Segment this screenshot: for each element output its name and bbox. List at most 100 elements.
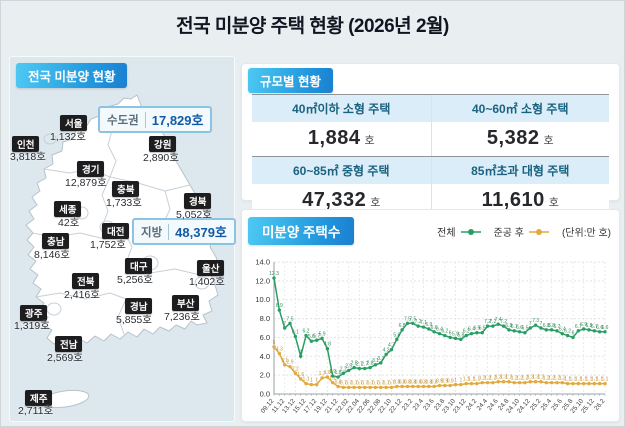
svg-text:6.6: 6.6 (602, 325, 609, 331)
region-gangwon: 강원 (149, 135, 177, 153)
svg-text:25.4: 25.4 (540, 397, 554, 411)
svg-text:24.4: 24.4 (476, 397, 490, 411)
svg-text:6.4: 6.4 (436, 327, 443, 333)
svg-text:1.1: 1.1 (468, 377, 475, 383)
svg-text:1.1: 1.1 (303, 377, 310, 383)
region-badge: 세종 (54, 201, 82, 217)
capital-area-label: 수도권 (107, 111, 146, 128)
svg-text:6.8: 6.8 (543, 323, 550, 329)
svg-text:2.5: 2.5 (345, 363, 352, 369)
svg-text:1: 1 (454, 378, 457, 384)
region-value: 1,402호 (189, 276, 225, 288)
svg-text:23.4: 23.4 (412, 397, 426, 411)
svg-text:6.2: 6.2 (463, 329, 470, 335)
region-gyeongnam: 경남 (125, 297, 153, 315)
region-value: 1,319호 (14, 320, 50, 332)
scale-panel-header: 규모별 현황 (248, 68, 333, 93)
legend-item: 전체 (437, 224, 481, 239)
svg-text:5.6: 5.6 (308, 334, 315, 340)
scale-cell-label: 85㎡초과 대형 주택 (430, 157, 610, 184)
svg-text:6.9: 6.9 (425, 322, 432, 328)
svg-text:5: 5 (273, 340, 276, 346)
svg-text:0.7: 0.7 (388, 380, 395, 386)
svg-text:7.2: 7.2 (489, 319, 496, 325)
svg-text:6.4: 6.4 (559, 327, 566, 333)
svg-text:1.1: 1.1 (591, 377, 598, 383)
svg-text:1.1: 1.1 (575, 377, 582, 383)
region-value: 2,569호 (47, 352, 83, 364)
region-gyeonggi: 경기 (77, 160, 105, 178)
svg-text:1.2: 1.2 (559, 376, 566, 382)
scale-cell-label: 60~85㎡ 중형 주택 (292, 164, 390, 178)
svg-text:0.7: 0.7 (351, 380, 358, 386)
svg-text:5.9: 5.9 (452, 331, 459, 337)
svg-text:6.8: 6.8 (586, 323, 593, 329)
map-panel-header: 전국 미분양 현황 (16, 63, 128, 88)
region-value: 8,146호 (34, 249, 70, 261)
svg-text:2.0: 2.0 (260, 371, 270, 380)
unsold-housing-line-chart: 0.02.04.06.08.010.012.014.009.1211.1213.… (255, 258, 609, 415)
region-jeju: 제주 (25, 389, 53, 407)
svg-text:0.7: 0.7 (361, 380, 368, 386)
svg-text:1.2: 1.2 (553, 376, 560, 382)
regional-label: 지방 (141, 223, 170, 240)
svg-text:7.3: 7.3 (532, 318, 539, 324)
svg-text:1.3: 1.3 (495, 375, 502, 381)
svg-text:0.7: 0.7 (356, 380, 363, 386)
svg-text:1.3: 1.3 (527, 375, 534, 381)
region-badge: 충북 (112, 181, 140, 197)
map-panel: 전국 미분양 현황 수도권 17,829호 지방 48,379호 서울 1,132… (9, 56, 236, 422)
chart-panel-header: 미분양 주택수 (248, 217, 355, 245)
svg-text:4.8: 4.8 (324, 342, 331, 348)
capital-area-callout: 수도권 17,829호 (98, 106, 213, 133)
svg-text:3.1: 3.1 (281, 358, 288, 364)
svg-text:6.8: 6.8 (548, 323, 555, 329)
page-title: 전국 미분양 주택 현황 (2026년 2월) (176, 16, 449, 37)
svg-text:1.2: 1.2 (329, 376, 336, 382)
region-badge: 전남 (55, 336, 83, 352)
svg-text:6.2: 6.2 (303, 329, 310, 335)
chart-panel: 미분양 주택수 전체 준공 후 (단위:만 호) 0.0 2.0 4.0 6.0 8.0 1… (241, 209, 620, 422)
svg-text:5.8: 5.8 (457, 332, 464, 338)
svg-text:7.2: 7.2 (500, 319, 507, 325)
svg-text:5.9: 5.9 (319, 331, 326, 337)
region-value: 2,890호 (143, 152, 179, 164)
svg-text:1.2: 1.2 (489, 376, 496, 382)
scale-cell-value: 1,884 호 (252, 122, 431, 156)
region-gwangju: 광주 (20, 304, 48, 322)
region-value: 3,818호 (10, 151, 46, 163)
region-value: 2,416호 (64, 289, 100, 301)
svg-text:6.4: 6.4 (468, 327, 475, 333)
regional-callout: 지방 48,379호 (132, 218, 236, 245)
svg-text:7.2: 7.2 (415, 319, 422, 325)
svg-text:8.0: 8.0 (260, 314, 270, 323)
region-badge: 광주 (20, 305, 48, 321)
chart-units-note: (단위:만 호) (561, 228, 611, 239)
svg-text:24.6: 24.6 (486, 397, 500, 411)
svg-text:1.3: 1.3 (500, 375, 507, 381)
svg-text:6: 6 (572, 330, 575, 336)
svg-text:6.1: 6.1 (292, 329, 299, 335)
svg-text:1.3: 1.3 (537, 375, 544, 381)
svg-text:1.1: 1.1 (564, 377, 571, 383)
svg-text:23.6: 23.6 (422, 397, 436, 411)
svg-text:7: 7 (283, 321, 286, 327)
svg-text:3.3: 3.3 (377, 356, 384, 362)
svg-text:4.3: 4.3 (276, 346, 283, 352)
region-badge: 강원 (149, 136, 177, 152)
svg-text:0.7: 0.7 (372, 380, 379, 386)
region-jeonbuk: 전북 (72, 272, 100, 290)
svg-text:14.0: 14.0 (255, 258, 270, 267)
region-badge: 인천 (12, 136, 40, 152)
legend-marker-icon (460, 228, 481, 235)
region-chungnam: 충남 (42, 232, 70, 250)
svg-text:2.8: 2.8 (351, 361, 358, 367)
svg-text:7: 7 (529, 321, 532, 327)
svg-text:0.9: 0.9 (441, 379, 448, 385)
svg-text:8.9: 8.9 (276, 303, 283, 309)
region-ulsan: 울산 (197, 259, 225, 277)
svg-text:12.3: 12.3 (269, 271, 279, 277)
svg-text:6.2: 6.2 (564, 329, 571, 335)
region-sejong: 세종 (54, 200, 82, 218)
svg-text:0.8: 0.8 (415, 379, 422, 385)
